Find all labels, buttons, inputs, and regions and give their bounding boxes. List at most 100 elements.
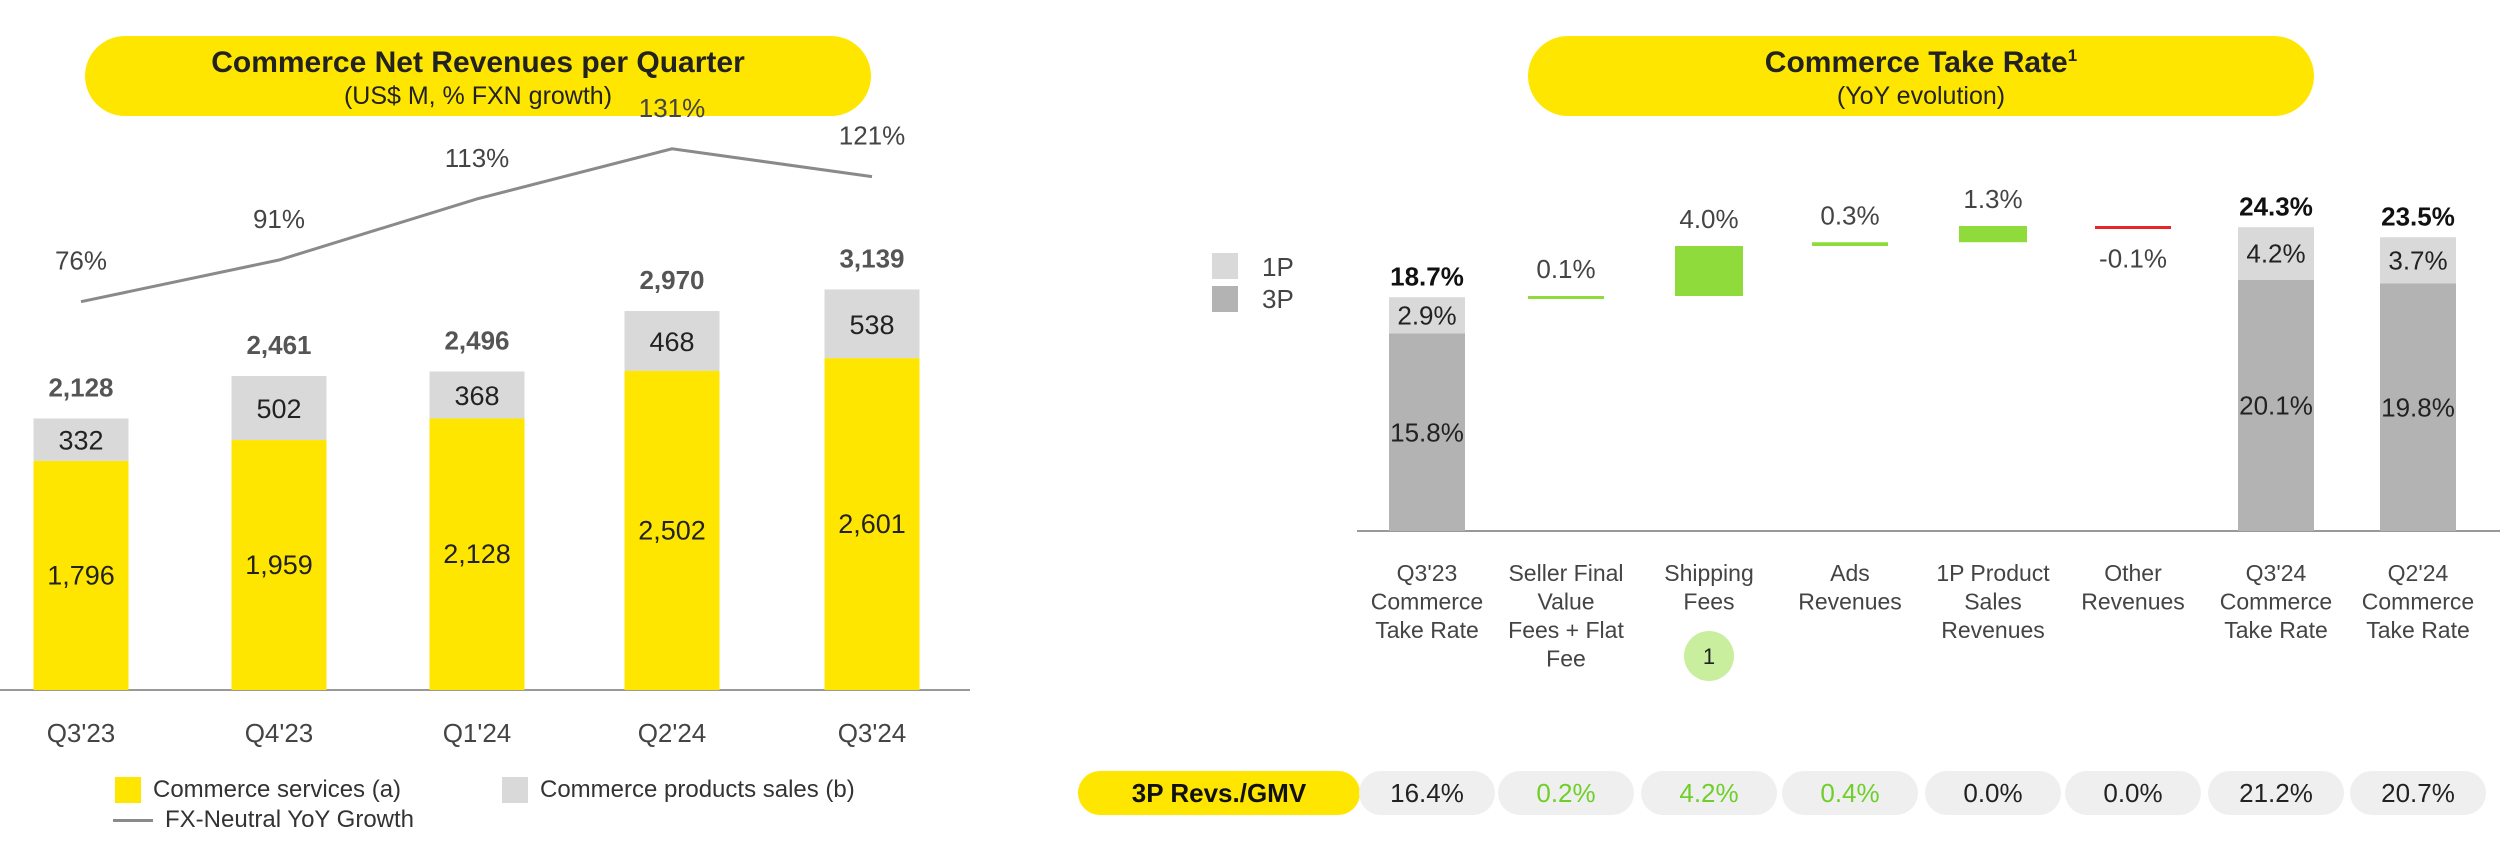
x-tick-label: Q2'24 <box>638 718 707 748</box>
x-tick-label: Q4'23 <box>245 718 314 748</box>
growth-label: 121% <box>839 121 906 151</box>
legend-services-label: Commerce services (a) <box>153 776 402 803</box>
shipping-footnote-badge <box>1684 631 1734 681</box>
growth-line <box>80 147 873 304</box>
x-category-label-line: Fees + Flat <box>1508 617 1624 643</box>
take-rate-total-label: 18.7% <box>1390 261 1464 291</box>
take-rate-3p-label: 15.8% <box>1390 417 1464 447</box>
delta-label: -0.1% <box>2099 243 2167 273</box>
services-value-label: 1,959 <box>245 550 313 580</box>
legend-services-swatch <box>115 777 141 803</box>
take-rate-total-label: 24.3% <box>2239 191 2313 221</box>
x-category-label-line: Revenues <box>2081 589 2185 615</box>
x-category-label-line: Fees <box>1683 589 1734 615</box>
table-value-cell: 16.4% <box>1359 771 1495 815</box>
x-category-label-line: Commerce <box>1371 589 1483 615</box>
take-rate-1p-bar <box>1389 297 1465 334</box>
delta-label: 1.3% <box>1963 184 2022 214</box>
right-chart-title-pill: Commerce Take Rate1 (YoY evolution) <box>1528 36 2314 116</box>
products-bar-4 <box>824 289 920 359</box>
products-value-label: 468 <box>649 327 694 357</box>
growth-label: 131% <box>639 93 706 123</box>
x-category-label-line: Take Rate <box>2224 617 2328 643</box>
legend-1p-label: 1P <box>1262 252 1294 282</box>
x-category-label-line: Q2'24 <box>2388 560 2449 586</box>
services-bar-0 <box>33 460 129 690</box>
table-value-cell: 0.0% <box>1925 771 2061 815</box>
take-rate-3p-bar <box>2380 283 2456 531</box>
services-value-label: 2,502 <box>638 515 706 545</box>
x-category-label-line: Sales <box>1964 589 2022 615</box>
x-category-label-line: Seller Final <box>1508 560 1623 586</box>
take-rate-1p-label: 4.2% <box>2246 239 2305 269</box>
total-value-label: 2,496 <box>444 326 509 356</box>
legend-growth: FX-Neutral YoY Growth <box>113 806 414 834</box>
delta-bar-1 <box>1528 296 1604 299</box>
take-rate-3p-bar <box>1389 333 1465 531</box>
legend-growth-label: FX-Neutral YoY Growth <box>165 806 415 833</box>
table-value-cell: 4.2% <box>1641 771 1777 815</box>
x-category-label-line: Revenues <box>1798 589 1902 615</box>
growth-label: 76% <box>55 246 107 276</box>
legend-growth-line <box>113 818 153 822</box>
products-bar-2 <box>429 371 525 419</box>
delta-bar-5 <box>2095 226 2171 229</box>
x-category-label-line: Revenues <box>1941 617 2045 643</box>
x-category-label-line: 1P Product <box>1936 560 2050 586</box>
services-value-label: 1,796 <box>47 560 115 590</box>
services-value-label: 2,601 <box>838 509 906 539</box>
growth-label: 91% <box>253 204 305 234</box>
x-tick-label: Q3'23 <box>47 718 116 748</box>
left-chart-title: Commerce Net Revenues per Quarter <box>211 46 745 79</box>
table-value-cell: 0.0% <box>2065 771 2201 815</box>
x-category-label-line: Value <box>1537 589 1594 615</box>
take-rate-3p-label: 20.1% <box>2239 390 2313 420</box>
services-bar-4 <box>824 358 920 690</box>
legend-services: Commerce services (a) <box>115 776 401 804</box>
take-rate-1p-label: 3.7% <box>2388 245 2447 275</box>
take-rate-3p-label: 19.8% <box>2381 392 2455 422</box>
delta-bar-4 <box>1959 226 2027 243</box>
x-tick-label: Q1'24 <box>443 718 512 748</box>
delta-bar-2 <box>1675 246 1743 296</box>
products-bar-3 <box>624 311 720 371</box>
legend-1p-swatch <box>1212 253 1238 279</box>
x-category-label-line: Fee <box>1546 646 1586 672</box>
delta-label: 0.1% <box>1536 254 1595 284</box>
table-value-cell: 20.7% <box>2350 771 2486 815</box>
services-value-label: 2,128 <box>443 539 511 569</box>
delta-label: 4.0% <box>1679 204 1738 234</box>
legend-3p-swatch <box>1212 286 1238 312</box>
growth-label: 113% <box>445 143 510 173</box>
x-category-label-line: Take Rate <box>1375 617 1479 643</box>
products-value-label: 368 <box>454 381 499 411</box>
legend-products-swatch <box>502 777 528 803</box>
delta-label: 0.3% <box>1820 200 1879 230</box>
services-bar-2 <box>429 418 525 690</box>
x-category-label-line: Q3'23 <box>1397 560 1458 586</box>
right-chart-subtitle: (YoY evolution) <box>1836 82 2006 110</box>
take-rate-3p-bar <box>2238 279 2314 531</box>
x-category-label-line: Commerce <box>2220 589 2332 615</box>
x-category-label-line: Shipping <box>1664 560 1754 586</box>
left-chart-svg: 1,796 332 2,128 Q3'23 1,959 502 2,461 Q4'23 2,12… <box>0 93 970 748</box>
total-value-label: 2,970 <box>639 265 704 295</box>
right-chart-title: Commerce Take Rate <box>1764 46 2068 79</box>
products-bar-0 <box>33 418 129 461</box>
legend-products-label: Commerce products sales (b) <box>540 776 855 803</box>
table-value-cell: 0.2% <box>1498 771 1634 815</box>
take-rate-total-label: 23.5% <box>2381 201 2455 231</box>
take-rate-1p-bar <box>2238 227 2314 280</box>
table-value-cell: 21.2% <box>2208 771 2344 815</box>
x-category-label-line: Ads <box>1830 560 1870 586</box>
x-category-label-line: Take Rate <box>2366 617 2470 643</box>
x-category-label-line: Commerce <box>2362 589 2474 615</box>
left-chart-title-pill: Commerce Net Revenues per Quarter (US$ M… <box>85 36 871 116</box>
total-value-label: 2,461 <box>246 330 311 360</box>
table-row-label: 3P Revs./GMV <box>1078 771 1360 815</box>
total-value-label: 3,139 <box>839 243 904 273</box>
products-bar-1 <box>231 375 327 441</box>
shipping-footnote-number: 1 <box>1703 644 1715 669</box>
x-tick-label: Q3'24 <box>838 718 907 748</box>
right-chart-title-footnote: 1 <box>2067 46 2078 65</box>
